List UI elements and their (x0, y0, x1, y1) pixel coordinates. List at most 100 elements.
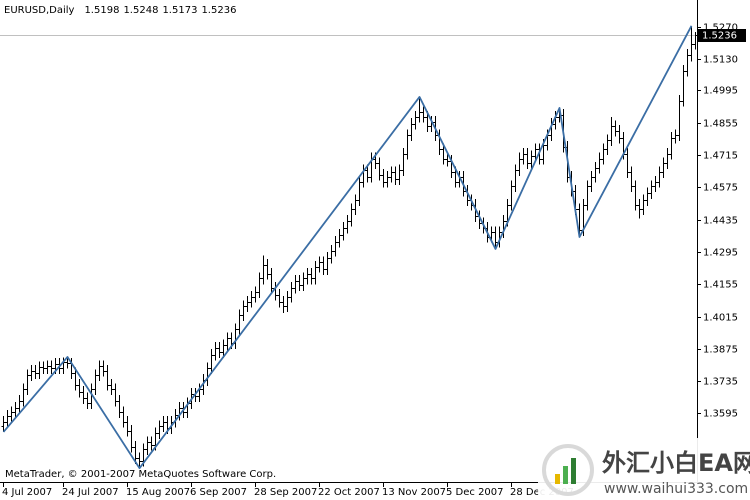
ohlc-bar (445, 152, 450, 167)
ohlc-bar (325, 251, 330, 276)
y-tick-label: 1.4435 (703, 216, 738, 227)
ohlc-bar (269, 268, 274, 294)
ohlc-bar (525, 148, 530, 169)
ohlc-bar (117, 395, 122, 419)
y-tick-label: 1.4295 (703, 248, 738, 259)
ohlc-bar (417, 96, 422, 123)
watermark-logo-ring (542, 444, 594, 496)
ohlc-bar (685, 48, 690, 77)
y-tick-label: 1.3595 (703, 409, 738, 420)
ohlc-bar (41, 361, 46, 375)
ohlc-bar (529, 150, 534, 169)
ohlc-bar (669, 131, 674, 160)
ohlc-bar (521, 148, 526, 165)
ohlc-bar (33, 365, 38, 379)
ohlc-bar (613, 120, 618, 137)
ohlc-bar (113, 383, 118, 407)
ohlc-bar (665, 148, 670, 169)
ohlc-bar (589, 171, 594, 192)
ohlc-bar (385, 171, 390, 188)
ohlc-bar (137, 452, 142, 469)
watermark-logo-bar (555, 474, 560, 484)
ohlc-bar (149, 436, 154, 451)
watermark-logo-bar (563, 466, 568, 484)
chart-header: EURUSD,Daily 1.5198 1.5248 1.5173 1.5236 (4, 5, 236, 16)
ohlc-bar (349, 203, 354, 227)
watermark-backdrop (538, 438, 750, 500)
y-tick-label: 1.5130 (703, 55, 738, 66)
ohlc-bar (441, 143, 446, 165)
ohlc-bar (337, 228, 342, 248)
ohlc-bar (301, 272, 306, 292)
ohlc-bar (37, 361, 42, 379)
ohlc-bar (9, 406, 14, 422)
watermark-logo-bar (571, 458, 576, 484)
ohlc-bar (253, 286, 258, 303)
ohlc-bar (261, 255, 266, 285)
ohlc-bar (605, 134, 610, 156)
ohlc-bar (109, 378, 114, 396)
ohlc-bar (101, 360, 106, 377)
ohlc-bar (161, 415, 166, 432)
ohlc-bar (17, 395, 22, 414)
ohlc-bar (377, 157, 382, 181)
ohlc-bar (237, 309, 242, 336)
ohlc-bar (81, 385, 86, 405)
ohlc-bar (49, 360, 54, 375)
price-label-box (698, 29, 746, 42)
ohlc-bar (45, 360, 50, 375)
y-tick-label: 1.4155 (703, 280, 738, 291)
ohlc-bar (121, 406, 126, 428)
y-tick-label: 1.4575 (703, 183, 738, 194)
ohlc-bar (305, 268, 310, 285)
ohlc-bar (413, 111, 418, 130)
ohlc-bar (285, 291, 290, 312)
ohlc-bar (289, 281, 294, 303)
ohlc-bar (585, 180, 590, 211)
ohlc-bar (661, 157, 666, 179)
ohlc-bar (89, 383, 94, 409)
ohlc-bar (597, 152, 602, 174)
ohlc-bar (493, 226, 498, 249)
ohlc-bar (157, 420, 162, 439)
ohlc-bar (353, 194, 358, 216)
ohlc-bar (593, 161, 598, 183)
ohlc-bar (645, 187, 650, 206)
zigzag-line (2, 25, 693, 470)
price-label: 1.5236 (702, 31, 737, 42)
ohlc-bar (625, 148, 630, 179)
watermark-url: www.waihui333.com (604, 481, 748, 497)
ohlc-bar (65, 356, 70, 369)
ohlc-bar (509, 180, 514, 211)
ohlc-bar (281, 295, 286, 314)
x-tick-label: 22 Oct 2007 (318, 487, 380, 498)
ohlc-bar (409, 118, 414, 142)
ohlc-bar (421, 106, 426, 123)
ohlc-bar (321, 256, 326, 276)
watermark-name: 外汇小白EA网 (602, 449, 750, 477)
ohlc-bar (649, 180, 654, 199)
ohlc-bar (689, 25, 694, 62)
ohlc-bar (681, 65, 686, 107)
ohlc-bar (1, 415, 6, 432)
ohlc-bar (105, 365, 110, 391)
chart-title: EURUSD,Daily (4, 5, 75, 16)
x-tick-label: 15 Aug 2007 (126, 487, 190, 498)
ohlc-bar (653, 175, 658, 192)
y-tick-label: 1.5270 (703, 23, 738, 34)
ohlc-bar (13, 401, 18, 419)
ohlc-bar (25, 369, 30, 396)
ohlc-bar (513, 164, 518, 192)
x-tick-label: 6 Sep 2007 (190, 487, 247, 498)
ohlc-bar (609, 116, 614, 146)
ohlc-bar (257, 272, 262, 299)
header-high: 1.5248 (123, 5, 158, 16)
y-tick-label: 1.4715 (703, 151, 738, 162)
header-open: 1.5198 (84, 5, 119, 16)
y-tick-label: 1.4995 (703, 86, 738, 97)
y-tick-label: 1.4855 (703, 119, 738, 130)
y-tick-label: 1.4015 (703, 313, 738, 324)
ohlc-bar (73, 367, 78, 391)
ohlc-bar (93, 369, 98, 396)
